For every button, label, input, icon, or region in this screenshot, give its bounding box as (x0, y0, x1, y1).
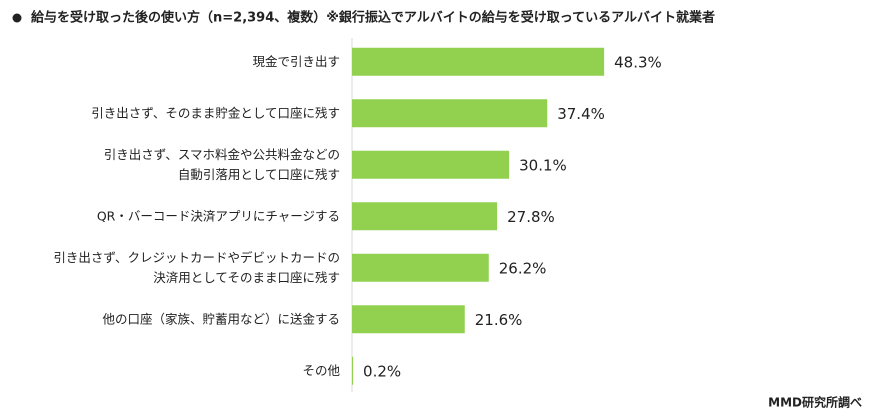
bar (352, 253, 489, 282)
y-tick-label: 引き出さず、そのまま貯金として口座に残す (91, 105, 340, 120)
chart-title: 給与を受け取った後の使い方（n=2,394、複数）※銀行振込でアルバイトの給与を… (31, 10, 715, 26)
bar (352, 47, 605, 76)
value-label: 0.2% (363, 362, 401, 380)
value-label: 30.1% (519, 156, 567, 174)
value-label: 21.6% (475, 311, 523, 329)
y-tick-label: その他 (302, 362, 340, 377)
title-bullet (12, 13, 22, 23)
value-label: 48.3% (614, 53, 662, 71)
y-tick-label: 引き出さず、スマホ料金や公共料金などの自動引落用として口座に残す (104, 146, 340, 181)
bar (352, 356, 354, 385)
bar (352, 305, 465, 334)
value-label: 37.4% (557, 105, 605, 123)
value-label: 27.8% (507, 208, 555, 226)
bar (352, 150, 510, 179)
bar (352, 99, 548, 128)
y-tick-label: 現金で引き出す (252, 53, 340, 68)
y-tick-label: 他の口座（家族、貯蓄用など）に送金する (102, 311, 340, 326)
y-tick-label: 引き出さず、クレジットカードやデビットカードの決済用としてそのまま口座に残す (53, 249, 340, 284)
y-tick-label: QR・バーコード決済アプリにチャージする (97, 208, 340, 223)
source: MMD研究所調べ (768, 395, 862, 410)
bar (352, 202, 498, 231)
value-label: 26.2% (499, 259, 547, 277)
